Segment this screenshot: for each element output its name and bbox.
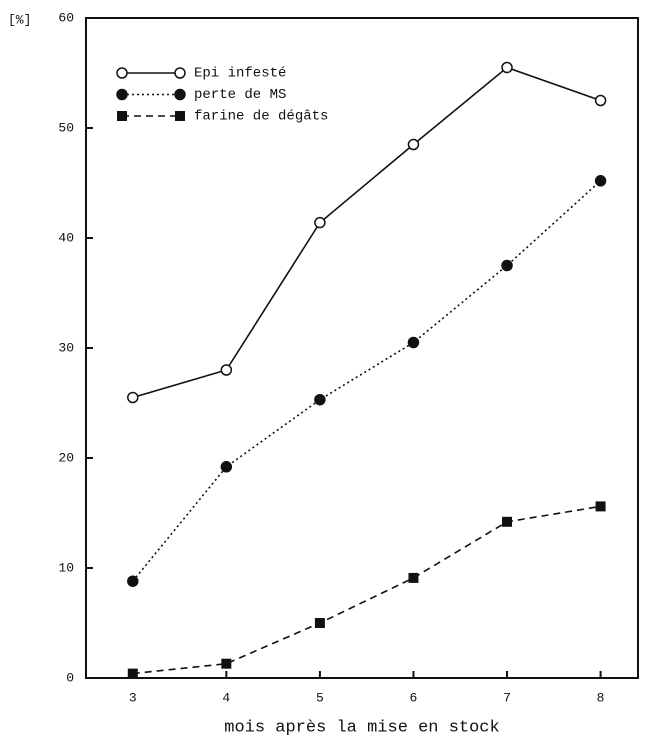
marker <box>221 658 232 669</box>
y-tick-label: 40 <box>58 230 74 245</box>
x-tick-label: 5 <box>316 690 324 705</box>
marker <box>407 138 420 151</box>
series-line <box>132 180 602 582</box>
y-tick-label: 20 <box>58 450 74 465</box>
marker <box>594 94 607 107</box>
y-tick-label: 50 <box>58 120 74 135</box>
marker <box>408 572 419 583</box>
x-tick-label: 8 <box>597 690 605 705</box>
series-line <box>132 505 601 675</box>
y-axis-label: [%] <box>8 12 31 27</box>
marker <box>314 216 326 229</box>
x-tick-label: 4 <box>222 690 230 705</box>
legend-label: Epi infesté <box>194 66 286 82</box>
marker <box>501 259 513 272</box>
legend-marker <box>116 88 128 101</box>
x-axis-label: mois après la mise en stock <box>224 718 499 737</box>
y-tick-label: 60 <box>58 10 74 25</box>
x-tick-label: 6 <box>410 690 418 705</box>
series-line <box>132 66 601 399</box>
marker <box>127 575 139 587</box>
marker <box>314 393 326 406</box>
marker <box>407 336 420 349</box>
marker <box>127 391 139 404</box>
legend-marker <box>174 67 186 79</box>
marker <box>314 618 325 628</box>
legend-marker <box>175 111 185 121</box>
marker <box>502 516 513 527</box>
legend-label: farine de dégâts <box>194 109 328 125</box>
marker <box>595 501 606 512</box>
legend-marker <box>174 88 186 101</box>
x-tick-label: 7 <box>503 690 511 705</box>
marker <box>127 668 138 679</box>
marker <box>501 61 513 74</box>
y-tick-label: 0 <box>66 670 74 685</box>
x-tick-label: 3 <box>129 690 137 705</box>
marker <box>220 364 233 376</box>
plot-frame <box>85 17 639 679</box>
legend-marker <box>116 67 128 79</box>
marker <box>220 461 233 473</box>
marker <box>594 175 607 187</box>
legend-marker <box>117 111 127 121</box>
y-tick-label: 30 <box>58 340 74 355</box>
y-tick-label: 10 <box>58 560 74 575</box>
legend-label: perte de MS <box>194 87 286 103</box>
